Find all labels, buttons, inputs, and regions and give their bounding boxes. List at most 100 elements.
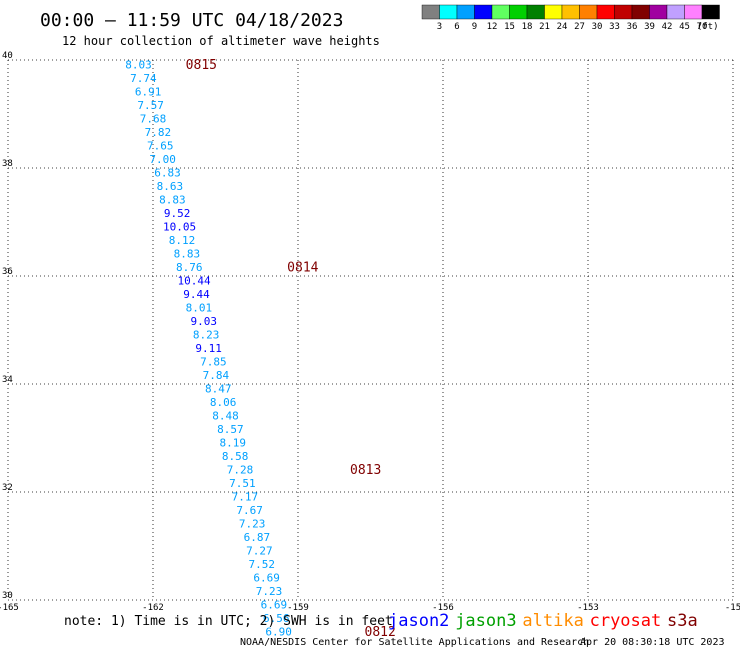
swh-point-label: 7.23	[256, 585, 283, 598]
legend-label: 27	[574, 22, 585, 32]
swh-point-label: 8.63	[157, 180, 184, 193]
legend-swatch	[526, 4, 545, 20]
swh-point-label: 7.74	[130, 72, 157, 85]
legend-label: 9	[472, 22, 477, 32]
swh-point-label: 9.03	[191, 315, 218, 328]
swh-point-label: 6.91	[135, 85, 162, 98]
swh-point-label: 6.90	[265, 625, 292, 638]
time-label: 0814	[287, 260, 318, 275]
swh-point-label: 8.58	[222, 450, 249, 463]
swh-point-label: 8.03	[125, 58, 152, 71]
swh-point-label: 9.52	[164, 207, 191, 220]
swh-point-label: 7.84	[203, 369, 230, 382]
swh-point-label: 7.17	[232, 490, 259, 503]
swh-point-label: 8.23	[193, 328, 220, 341]
swh-point-label: 9.11	[195, 342, 222, 355]
swh-point-label: 8.06	[210, 396, 237, 409]
swh-point-label: 7.51	[229, 477, 256, 490]
swh-point-label: 7.67	[236, 504, 263, 517]
x-tick-label: -153	[577, 603, 599, 613]
x-tick-label: -165	[0, 603, 19, 613]
swh-point-label: 7.28	[227, 463, 254, 476]
legend-swatch	[509, 4, 528, 20]
swh-point-label: 7.82	[145, 126, 172, 139]
legend-swatch	[614, 4, 633, 20]
y-tick-label: 34	[2, 375, 13, 385]
legend-label: 30	[592, 22, 603, 32]
legend-swatch	[701, 4, 720, 20]
time-label: 0815	[186, 58, 217, 73]
legend-swatch	[544, 4, 563, 20]
swh-point-label: 8.83	[159, 193, 186, 206]
footer-credit: NOAA/NESDIS Center for Satellite Applica…	[240, 637, 589, 648]
swh-point-label: 8.47	[205, 382, 232, 395]
satellite-label-jason3: jason3	[455, 611, 516, 631]
legend-label: 15	[504, 22, 515, 32]
swh-point-label: 8.48	[212, 409, 239, 422]
swh-point-label: 6.83	[154, 166, 181, 179]
legend-label: 24	[557, 22, 568, 32]
swh-point-label: 8.76	[176, 261, 203, 274]
swh-point-label: 10.44	[178, 274, 211, 287]
legend-label: 18	[522, 22, 533, 32]
chart-subtitle: 12 hour collection of altimeter wave hei…	[62, 34, 380, 48]
y-tick-label: 36	[2, 267, 13, 277]
grid-lines	[7, 59, 734, 601]
swh-point-label: 7.00	[149, 153, 176, 166]
legend-swatch	[579, 4, 598, 20]
x-tick-label: -162	[142, 603, 164, 613]
time-label: 0813	[350, 463, 381, 478]
axes: -165 -162 -159 -156 -153 -15 30 32 34 36 38 40	[0, 51, 740, 613]
legend-unit: (ft)	[697, 22, 719, 32]
satellite-legend: jason2 jason3 altika cryosat s3a	[388, 611, 698, 631]
legend-swatch	[684, 4, 703, 20]
y-tick-label: 30	[2, 591, 13, 601]
y-tick-label: 32	[2, 483, 13, 493]
y-tick-label: 38	[2, 159, 13, 169]
swh-point-label: 7.52	[249, 558, 276, 571]
swh-point-label: 9.44	[183, 288, 210, 301]
satellite-label-jason2: jason2	[388, 611, 449, 631]
time-labels: 0815 0814 0813 0812	[186, 58, 396, 640]
time-label: 0812	[365, 625, 396, 640]
swh-point-label: 6.56	[263, 612, 290, 625]
legend-label: 45	[679, 22, 690, 32]
legend-label: 36	[627, 22, 638, 32]
legend-label: 3	[437, 22, 442, 32]
swh-point-label: 8.57	[217, 423, 244, 436]
legend-label: 42	[662, 22, 673, 32]
footer-timestamp: Apr 20 08:30:18 UTC 2023	[580, 637, 725, 648]
swh-point-label: 7.23	[239, 517, 266, 530]
swh-point-label: 6.87	[244, 531, 271, 544]
swh-point-label: 7.65	[147, 139, 174, 152]
legend-swatch	[456, 4, 475, 20]
legend-label: 33	[609, 22, 620, 32]
swh-point-label: 7.57	[137, 99, 164, 112]
legend-swatch	[421, 4, 440, 20]
legend-swatch	[561, 4, 580, 20]
swh-point-label: 8.01	[186, 301, 213, 314]
satellite-label-altika: altika	[522, 611, 583, 631]
legend-swatch	[666, 4, 685, 20]
legend-label: 6	[454, 22, 459, 32]
swh-point-label: 6.69	[253, 571, 280, 584]
satellite-label-s3a: s3a	[667, 611, 698, 631]
legend-swatch	[474, 4, 493, 20]
legend-label: 39	[644, 22, 655, 32]
swh-point-label: 8.12	[169, 234, 196, 247]
swh-point-label: 8.83	[174, 247, 201, 260]
chart-title: 00:00 — 11:59 UTC 04/18/2023	[40, 10, 343, 31]
swh-point-label: 7.27	[246, 544, 273, 557]
swh-point-label: 8.19	[220, 436, 247, 449]
legend-label: 21	[539, 22, 550, 32]
y-tick-label: 40	[2, 51, 13, 61]
legend-label: 12	[487, 22, 498, 32]
swh-point-label: 10.05	[163, 220, 196, 233]
legend-swatch	[631, 4, 650, 20]
swh-point-label: 7.85	[200, 355, 227, 368]
swh-point-label: 7.68	[140, 112, 167, 125]
legend-swatch	[439, 4, 458, 20]
x-tick-label: -15	[725, 603, 740, 613]
x-tick-label: -156	[432, 603, 454, 613]
